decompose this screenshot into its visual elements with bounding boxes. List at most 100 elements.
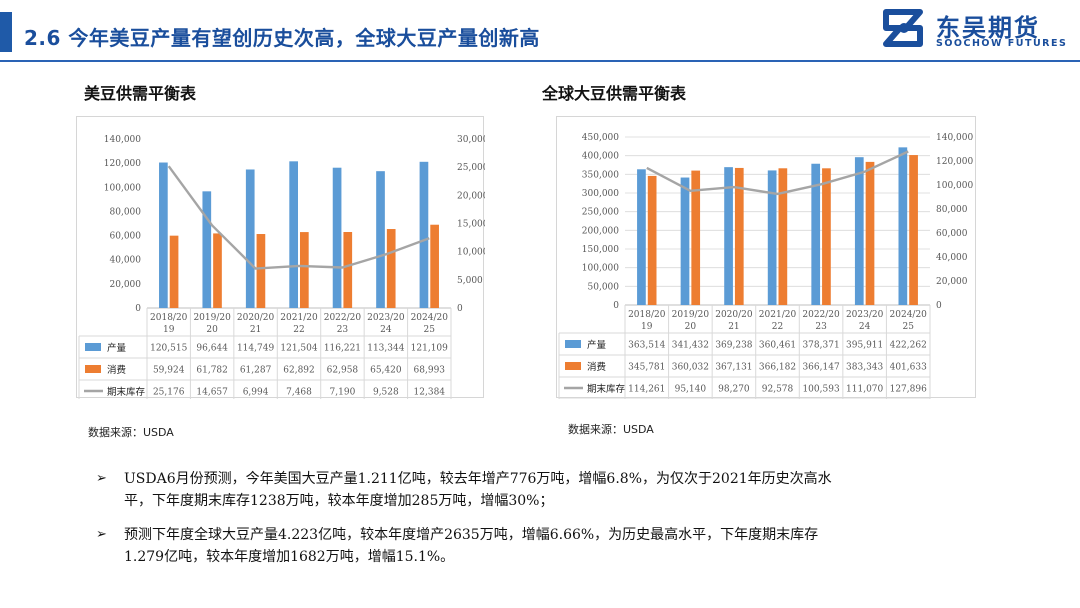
legend-label: 产量 (107, 342, 127, 354)
y2-tick-label: 140,000 (936, 133, 973, 143)
chart-source-global: 数据来源：USDA (568, 423, 654, 436)
bar-消费 (822, 168, 831, 305)
x-tick-label: 2024/20 (890, 310, 928, 320)
bullet-line: 1.279亿吨，较本年度增加1682万吨，增幅15.1%。 (124, 549, 455, 565)
x-tick-label: 2020/20 (715, 310, 753, 320)
bar-消费 (734, 167, 744, 305)
x-tick-label: 2023/20 (367, 313, 405, 323)
x-tick-label: 2022/20 (802, 310, 840, 320)
x-tick-label: 25 (902, 322, 914, 332)
y-tick-label: 300,000 (582, 189, 619, 199)
bar-产量 (724, 167, 733, 305)
bar-消费 (909, 155, 918, 305)
bar-产量 (376, 171, 385, 308)
x-tick-label: 23 (815, 322, 827, 332)
logo-english-name: SOOCHOW FUTURES (936, 38, 1068, 49)
y-tick-label: 400,000 (582, 152, 619, 162)
bar-产量 (637, 169, 646, 305)
bar-产量 (811, 163, 821, 305)
chart-us-soybean-svg: 0 20,000 40,000 60,000 80,000 100,000 120,000 1… (78, 135, 485, 399)
y-tick-label: 350,000 (582, 170, 619, 180)
data-label: 7,468 (286, 388, 312, 398)
data-label: 62,892 (283, 366, 315, 376)
line-期末库存 (167, 165, 430, 270)
data-label: 360,032 (672, 363, 709, 373)
y2-tick-label: 80,000 (936, 205, 968, 215)
arrow-bullet-icon: ➢ (96, 527, 107, 542)
data-label: 114,261 (628, 385, 665, 395)
bar-产量 (245, 169, 255, 308)
y2-tick-label: 60,000 (936, 229, 968, 239)
title-accent-bar (0, 12, 12, 52)
company-logo: 东吴期货 SOOCHOW FUTURES (880, 6, 1070, 54)
x-tick-label: 20 (685, 322, 697, 332)
data-label: 341,432 (672, 341, 709, 351)
bar-产量 (289, 161, 298, 308)
y2-tick-label: 15,000 (457, 220, 485, 230)
bullet-line: 平，下年度期末库存1238万吨，较本年度增加285万吨，增幅30%； (124, 493, 554, 509)
bullet-item: ➢ USDA6月份预测，今年美国大豆产量1.211亿吨，较去年增产776万吨，增… (96, 468, 996, 512)
y-tick-label: 200,000 (582, 226, 619, 236)
data-label: 366,147 (802, 363, 839, 373)
data-label: 14,657 (196, 388, 228, 398)
bar-消费 (343, 232, 353, 308)
header: 2.6 今年美豆产量有望创历史次高，全球大豆产量创新高 东吴期货 SOOCHOW… (0, 0, 1080, 70)
y2-tick-label: 0 (936, 301, 942, 311)
data-label: 68,993 (414, 366, 446, 376)
legend-swatch-产量 (565, 340, 581, 348)
data-label: 7,190 (330, 388, 356, 398)
data-label: 111,070 (846, 385, 883, 395)
x-tick-label: 2019/20 (672, 310, 710, 320)
data-label: 360,461 (759, 341, 796, 351)
data-label: 395,911 (846, 341, 883, 351)
data-label: 100,593 (802, 385, 839, 395)
data-label: 6,994 (243, 388, 269, 398)
bar-消费 (386, 229, 396, 308)
data-label: 120,515 (150, 344, 187, 354)
x-tick-label: 24 (859, 322, 871, 332)
bar-产量 (854, 157, 864, 305)
x-tick-label: 23 (337, 325, 349, 335)
data-label: 113,344 (367, 344, 404, 354)
logo-chinese-name: 东吴期货 (936, 14, 1040, 42)
x-tick-label: 2019/20 (193, 313, 231, 323)
legend-swatch-消费 (565, 362, 581, 370)
data-label: 116,221 (324, 344, 361, 354)
x-tick-label: 22 (293, 325, 304, 335)
data-label: 378,371 (802, 341, 839, 351)
y2-tick-label: 25,000 (457, 163, 485, 173)
legend-label: 期末库存 (587, 383, 626, 395)
bar-消费 (647, 175, 657, 305)
bar-消费 (430, 224, 439, 308)
x-tick-label: 2018/20 (150, 313, 188, 323)
data-label: 121,504 (280, 344, 317, 354)
y2-tick-label: 20,000 (936, 277, 968, 287)
data-label: 62,958 (327, 366, 359, 376)
data-label: 369,238 (715, 341, 752, 351)
y-tick-label: 0 (135, 304, 141, 314)
bar-消费 (778, 168, 788, 305)
legend-swatch-消费 (85, 365, 101, 373)
x-tick-label: 2022/20 (324, 313, 362, 323)
data-label: 9,528 (373, 388, 399, 398)
x-tick-label: 2020/20 (237, 313, 275, 323)
x-tick-label: 22 (772, 322, 783, 332)
x-tick-label: 2023/20 (846, 310, 884, 320)
data-label: 61,287 (240, 366, 272, 376)
chart-title-us-soybean: 美豆供需平衡表 (84, 84, 197, 103)
data-label: 121,109 (411, 344, 448, 354)
y2-tick-label: 100,000 (936, 181, 973, 191)
data-label: 383,343 (846, 363, 883, 373)
bullet-line: 预测下年度全球大豆产量4.223亿吨，较本年度增产2635万吨，增幅6.66%，… (124, 527, 819, 543)
legend-label: 期末库存 (107, 386, 146, 398)
bullet-list: ➢ USDA6月份预测，今年美国大豆产量1.211亿吨，较去年增产776万吨，增… (96, 468, 996, 580)
data-label: 345,781 (628, 363, 665, 373)
y2-tick-label: 30,000 (457, 135, 485, 145)
bar-产量 (202, 191, 212, 308)
y-tick-label: 100,000 (582, 264, 619, 274)
legend-swatch-产量 (85, 343, 101, 351)
data-label: 114,749 (237, 344, 274, 354)
data-label: 25,176 (153, 388, 185, 398)
y-tick-label: 50,000 (588, 282, 620, 292)
y-tick-label: 250,000 (582, 208, 619, 218)
